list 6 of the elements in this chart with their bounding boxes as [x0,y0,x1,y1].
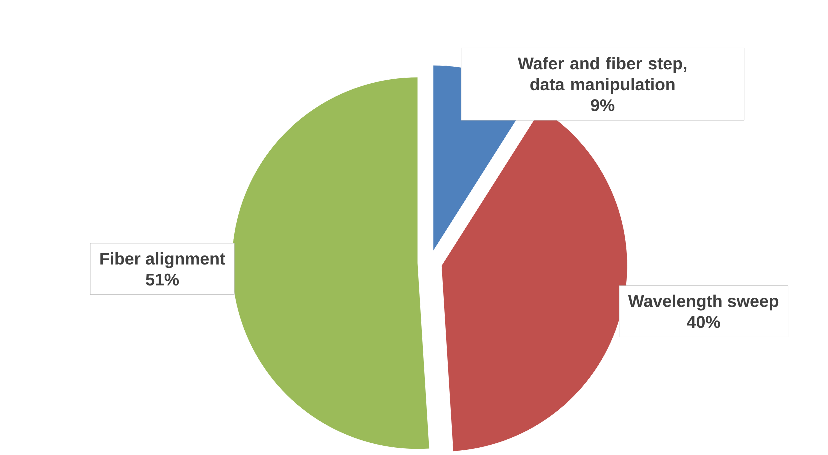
slice-label: Fiber alignment [100,252,226,268]
slice-label: Wafer and fiber step, data manipulation [518,57,687,94]
data-label: 9% [591,100,615,112]
data-label: 51% [146,274,180,286]
slice-label: Wavelength sweep [628,294,779,311]
data-label: 40% [687,316,720,328]
